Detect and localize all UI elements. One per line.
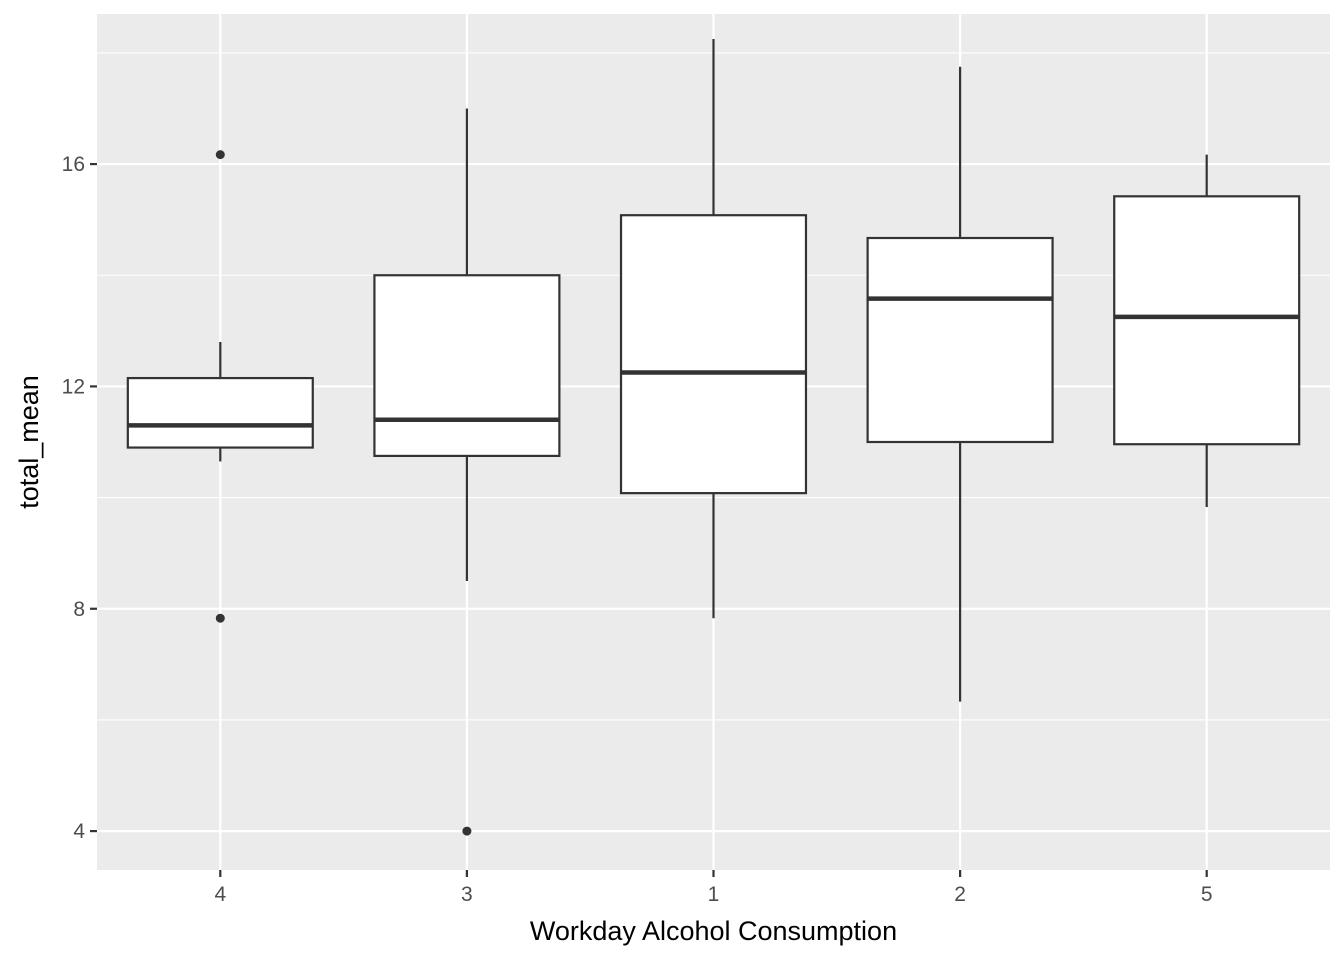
- y-axis: 4 8 12 16: [62, 153, 97, 843]
- x-tick-label: 4: [214, 883, 226, 906]
- outlier-point: [462, 826, 472, 836]
- box-group: [866, 66, 1054, 702]
- y-tick-label: 4: [73, 820, 85, 843]
- outlier-point: [215, 613, 225, 623]
- outlier-point: [215, 150, 225, 160]
- box-group: [126, 150, 314, 623]
- boxes-layer: [126, 39, 1301, 836]
- box: [866, 236, 1054, 444]
- x-tick-label: 5: [1201, 883, 1213, 906]
- box: [373, 274, 561, 457]
- box: [126, 376, 314, 449]
- box-group: [373, 108, 561, 836]
- box-group: [1113, 154, 1301, 508]
- box: [1113, 195, 1301, 446]
- y-tick-label: 16: [62, 153, 85, 176]
- x-tick-label: 3: [461, 883, 473, 906]
- x-tick-label: 1: [708, 883, 720, 906]
- y-tick-label: 12: [62, 375, 85, 398]
- box-group: [619, 39, 808, 619]
- x-axis-title: Workday Alcohol Consumption: [530, 916, 897, 946]
- y-tick-label: 8: [73, 598, 85, 621]
- x-axis: 4 3 1 2 5: [214, 870, 1213, 906]
- y-axis-title: total_mean: [14, 375, 44, 509]
- x-tick-label: 2: [954, 883, 966, 906]
- box: [619, 214, 808, 495]
